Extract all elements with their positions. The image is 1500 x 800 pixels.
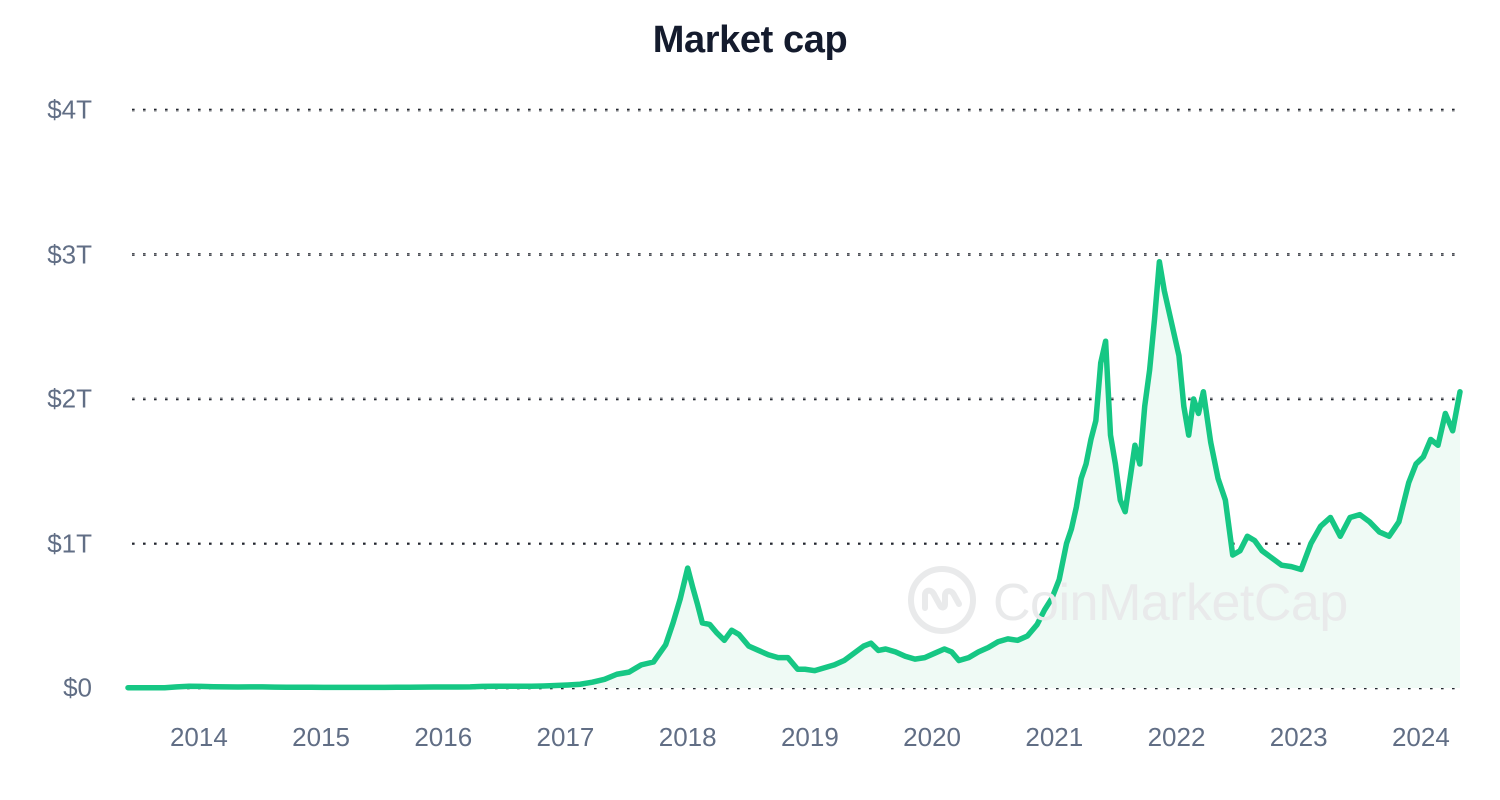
x-tick-label: 2014 bbox=[169, 722, 228, 752]
x-tick-label: 2017 bbox=[536, 722, 595, 752]
y-tick-label: $2T bbox=[47, 383, 92, 414]
x-tick-label: 2021 bbox=[1025, 722, 1084, 752]
x-tick-label: 2022 bbox=[1147, 722, 1206, 752]
gridline-$4T bbox=[128, 108, 1460, 112]
series-line bbox=[125, 258, 1463, 691]
gridline-$2T bbox=[128, 397, 1460, 401]
chart-title: Market cap bbox=[652, 19, 848, 61]
x-tick-label: 2019 bbox=[780, 722, 839, 752]
y-tick-label: $4T bbox=[47, 94, 92, 125]
area-fill bbox=[128, 261, 1460, 688]
x-tick-label: 2023 bbox=[1269, 722, 1328, 752]
x-tick-label: 2018 bbox=[658, 722, 717, 752]
x-tick-label: 2016 bbox=[414, 722, 473, 752]
y-tick-label: $1T bbox=[47, 528, 92, 558]
x-tick-label: 2024 bbox=[1391, 722, 1450, 752]
x-tick-label: 2020 bbox=[903, 722, 961, 752]
gridline-$3T bbox=[128, 253, 1460, 256]
y-tick-label: $3T bbox=[47, 239, 92, 269]
gridline-$1T bbox=[128, 542, 1460, 545]
y-tick-label: $0 bbox=[63, 672, 92, 703]
x-tick-label: 2015 bbox=[292, 722, 350, 752]
